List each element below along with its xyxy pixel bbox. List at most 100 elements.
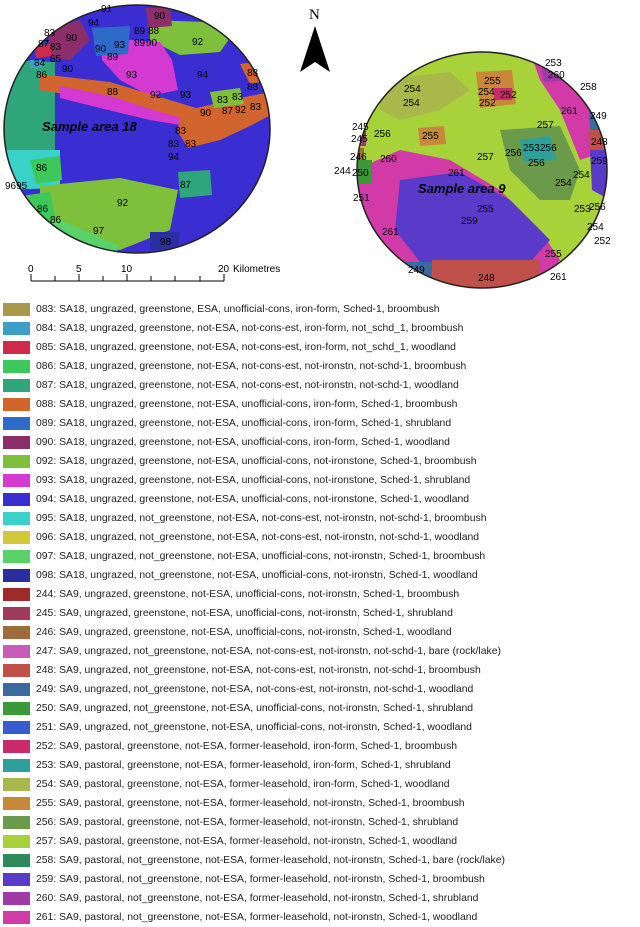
- legend-swatch: [3, 797, 30, 810]
- unit-label: 258: [580, 82, 597, 93]
- legend-row: 096: SA18, ungrazed, not_greenstone, not…: [0, 528, 640, 547]
- unit-label: 92: [117, 198, 129, 209]
- area-18-unit-labels: 91 90 94 90 89 88 89 90 83 90 93 92 87 8…: [5, 4, 262, 248]
- zone-084-west: [30, 60, 42, 68]
- unit-label: 256: [528, 158, 545, 169]
- legend-row: 259: SA9, pastoral, not_greenstone, not-…: [0, 870, 640, 889]
- unit-label: 256: [505, 148, 522, 159]
- legend-row: 261: SA9, pastoral, not_greenstone, not-…: [0, 908, 640, 927]
- legend-swatch: [3, 398, 30, 411]
- zone-259-east: [590, 140, 607, 200]
- unit-label: 257: [477, 152, 494, 163]
- unit-label: 89: [107, 52, 119, 63]
- zone-089-north: [92, 26, 130, 56]
- legend-row: 248: SA9, ungrazed, not_greenstone, not-…: [0, 661, 640, 680]
- legend-swatch: [3, 664, 30, 677]
- unit-label: 91: [101, 4, 113, 15]
- unit-label: 261: [550, 272, 567, 283]
- unit-label: 89: [134, 26, 146, 37]
- zone-092-east: [210, 88, 244, 108]
- unit-label: 88: [107, 87, 119, 98]
- area-9-unit-labels: 253 260 255 254 252 252 254 254 258 261 …: [334, 58, 611, 284]
- legend-row: 085: SA18, ungrazed, greenstone, not-ESA…: [0, 338, 640, 357]
- unit-label: 94: [168, 152, 180, 163]
- zone-259-south: [395, 172, 550, 262]
- unit-label: 255: [477, 204, 494, 215]
- unit-label: 254: [573, 170, 590, 181]
- scale-label-5: 5: [76, 264, 82, 275]
- legend-row: 094: SA18, ungrazed, greenstone, not-ESA…: [0, 490, 640, 509]
- unit-label: 90: [154, 11, 166, 22]
- legend-swatch: [3, 550, 30, 563]
- unit-label: 244: [334, 166, 351, 177]
- zone-090-northwest: [48, 20, 90, 60]
- legend-row: 258: SA9, pastoral, not_greenstone, not-…: [0, 851, 640, 870]
- sample-area-9-outline: [356, 51, 608, 289]
- legend-swatch: [3, 607, 30, 620]
- unit-label: 252: [500, 90, 517, 101]
- unit-label: 249: [408, 265, 425, 276]
- unit-label: 253: [574, 204, 591, 215]
- unit-label: 261: [382, 227, 399, 238]
- unit-label: 259: [591, 156, 608, 167]
- zone-255-west: [418, 126, 446, 146]
- legend-swatch: [3, 474, 30, 487]
- legend-text: 257: SA9, pastoral, greenstone, not-ESA,…: [36, 836, 458, 847]
- legend: 083: SA18, ungrazed, greenstone, ESA, un…: [0, 300, 640, 927]
- legend-row: 090: SA18, ungrazed, greenstone, not-ESA…: [0, 433, 640, 452]
- unit-label: 253: [545, 58, 562, 69]
- legend-text: 258: SA9, pastoral, not_greenstone, not-…: [36, 855, 505, 866]
- legend-swatch: [3, 721, 30, 734]
- legend-text: 089: SA18, ungrazed, greenstone, not-ESA…: [36, 418, 452, 429]
- legend-row: 245: SA9, ungrazed, greenstone, not-ESA,…: [0, 604, 640, 623]
- zone-254-north: [380, 72, 470, 120]
- unit-label: 250: [352, 168, 369, 179]
- north-arrow: N: [300, 7, 330, 72]
- unit-label: 259: [461, 216, 478, 227]
- zone-088-band: [40, 74, 196, 120]
- legend-text: 254: SA9, pastoral, greenstone, not-ESA,…: [36, 779, 450, 790]
- legend-swatch: [3, 360, 30, 373]
- unit-label: 86: [36, 163, 48, 174]
- legend-swatch: [3, 436, 30, 449]
- legend-row: 247: SA9, ungrazed, not_greenstone, not-…: [0, 642, 640, 661]
- legend-row: 251: SA9, ungrazed, not_greenstone, not-…: [0, 718, 640, 737]
- unit-label: 89: [134, 38, 146, 49]
- unit-label: 253: [523, 143, 540, 154]
- unit-label: 87: [222, 106, 234, 117]
- sample-area-18-label: Sample area 18: [42, 119, 137, 134]
- legend-row: 244: SA9, ungrazed, greenstone, not-ESA,…: [0, 585, 640, 604]
- unit-label: 90: [66, 33, 78, 44]
- legend-swatch: [3, 626, 30, 639]
- legend-row: 256: SA9, pastoral, greenstone, not-ESA,…: [0, 813, 640, 832]
- legend-text: 085: SA18, ungrazed, greenstone, not-ESA…: [36, 342, 456, 353]
- legend-text: 252: SA9, pastoral, greenstone, not-ESA,…: [36, 741, 458, 752]
- legend-row: 257: SA9, pastoral, greenstone, not-ESA,…: [0, 832, 640, 851]
- north-arrow-label: N: [309, 7, 320, 23]
- legend-text: 247: SA9, ungrazed, not_greenstone, not-…: [36, 646, 501, 657]
- unit-label: 255: [545, 249, 562, 260]
- zone-086-west: [30, 156, 62, 184]
- unit-label: 86: [50, 215, 62, 226]
- unit-label: 88: [247, 68, 259, 79]
- unit-label: 252: [479, 98, 496, 109]
- legend-row: 093: SA18, ungrazed, greenstone, not-ESA…: [0, 471, 640, 490]
- scale-bar: 0 5 10 20 Kilometres: [28, 264, 280, 282]
- legend-text: 093: SA18, ungrazed, greenstone, not-ESA…: [36, 475, 471, 486]
- legend-row: 260: SA9, pastoral, not_greenstone, not-…: [0, 889, 640, 908]
- legend-swatch: [3, 322, 30, 335]
- unit-label: 254: [587, 222, 604, 233]
- unit-label: 92: [150, 90, 162, 101]
- legend-swatch: [3, 645, 30, 658]
- unit-label: 255: [422, 131, 439, 142]
- unit-label: 83: [250, 102, 262, 113]
- legend-text: 251: SA9, ungrazed, not_greenstone, not-…: [36, 722, 472, 733]
- unit-label: 90: [200, 108, 212, 119]
- legend-swatch: [3, 417, 30, 430]
- scale-unit: Kilometres: [233, 264, 280, 275]
- unit-label: 83: [217, 95, 229, 106]
- legend-swatch: [3, 455, 30, 468]
- zone-256-east: [500, 126, 580, 200]
- legend-row: 095: SA18, ungrazed, not_greenstone, not…: [0, 509, 640, 528]
- legend-text: 249: SA9, ungrazed, not_greenstone, not-…: [36, 684, 474, 695]
